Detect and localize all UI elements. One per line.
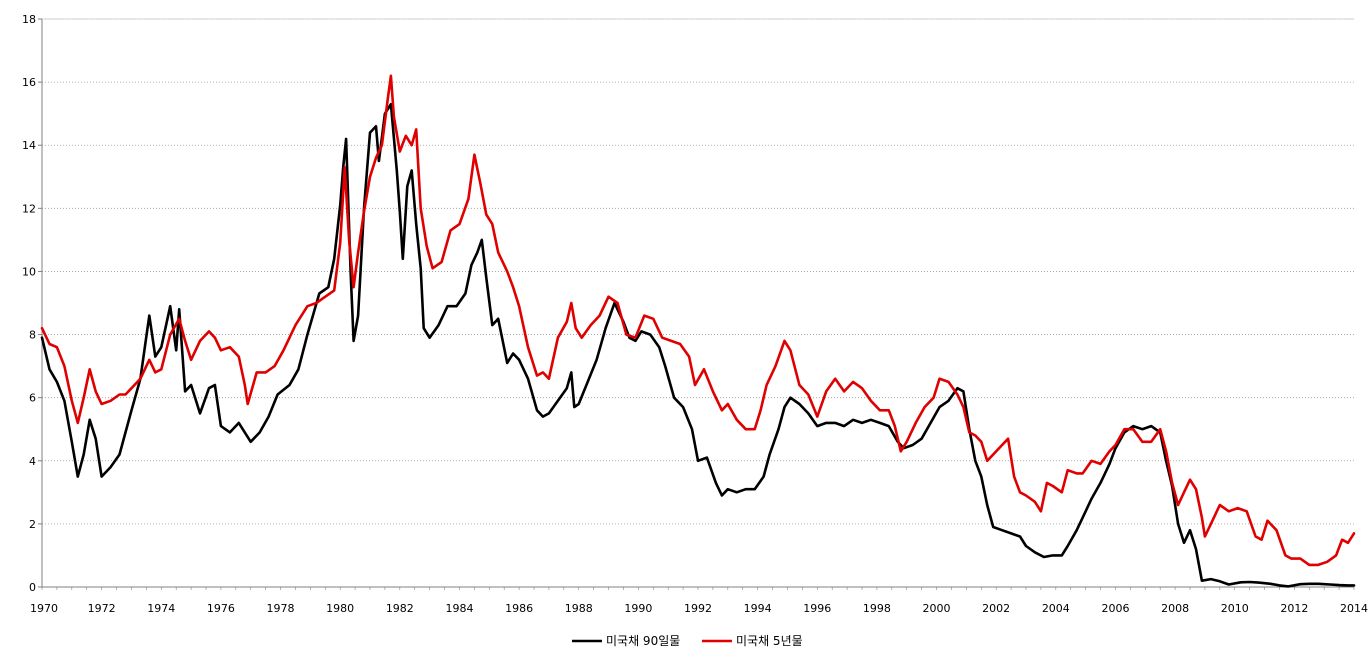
- x-tick-label: 1986: [505, 602, 533, 615]
- x-tick-label: 1976: [207, 602, 235, 615]
- y-tick-label: 18: [22, 13, 36, 26]
- x-tick-label: 1978: [267, 602, 295, 615]
- y-tick-label: 12: [22, 202, 36, 215]
- x-tick-label: 1982: [386, 602, 414, 615]
- x-tick-label: 1992: [684, 602, 712, 615]
- x-tick-label: 1988: [565, 602, 593, 615]
- legend-label-0: 미국채 90일물: [606, 634, 680, 648]
- x-axis-tick-labels: 1970 1972 1974 1976 1978 1980 1982 1984 1986 1988…: [30, 602, 1368, 615]
- y-tick-label: 6: [29, 392, 36, 405]
- series-line-1: [40, 74, 1356, 567]
- x-tick-label: 1970: [30, 602, 58, 615]
- y-tick-label: 4: [29, 455, 36, 468]
- x-tick-label: 1972: [88, 602, 116, 615]
- series-line-0: [40, 102, 1356, 588]
- y-tick-label: 8: [29, 329, 36, 342]
- legend: 미국채 90일물 미국채 5년물: [572, 634, 803, 648]
- y-axis-tick-labels: 0 2 4 6 8 10 12 14 16 18: [22, 13, 36, 594]
- x-tick-label: 2008: [1161, 602, 1189, 615]
- x-tick-label: 2014: [1340, 602, 1368, 615]
- y-tick-label: 14: [22, 139, 36, 152]
- x-tick-label: 1990: [624, 602, 652, 615]
- x-tick-label: 2002: [982, 602, 1010, 615]
- y-tick-label: 16: [22, 76, 36, 89]
- y-tick-label: 0: [29, 581, 36, 594]
- y-tick-label: 2: [29, 518, 36, 531]
- x-tick-label: 1974: [147, 602, 175, 615]
- x-tick-label: 1998: [863, 602, 891, 615]
- x-tick-label: 2010: [1221, 602, 1249, 615]
- x-tick-label: 2000: [923, 602, 951, 615]
- legend-label-1: 미국채 5년물: [736, 634, 803, 648]
- x-tick-label: 2004: [1042, 602, 1070, 615]
- series-lines: [40, 74, 1356, 588]
- axes: [38, 18, 1355, 590]
- x-tick-label: 2012: [1280, 602, 1308, 615]
- x-tick-label: 2006: [1101, 602, 1129, 615]
- x-tick-label: 1984: [445, 602, 473, 615]
- y-tick-label: 10: [22, 265, 36, 278]
- x-tick-label: 1994: [744, 602, 772, 615]
- x-tick-label: 1980: [326, 602, 354, 615]
- x-tick-label: 1996: [803, 602, 831, 615]
